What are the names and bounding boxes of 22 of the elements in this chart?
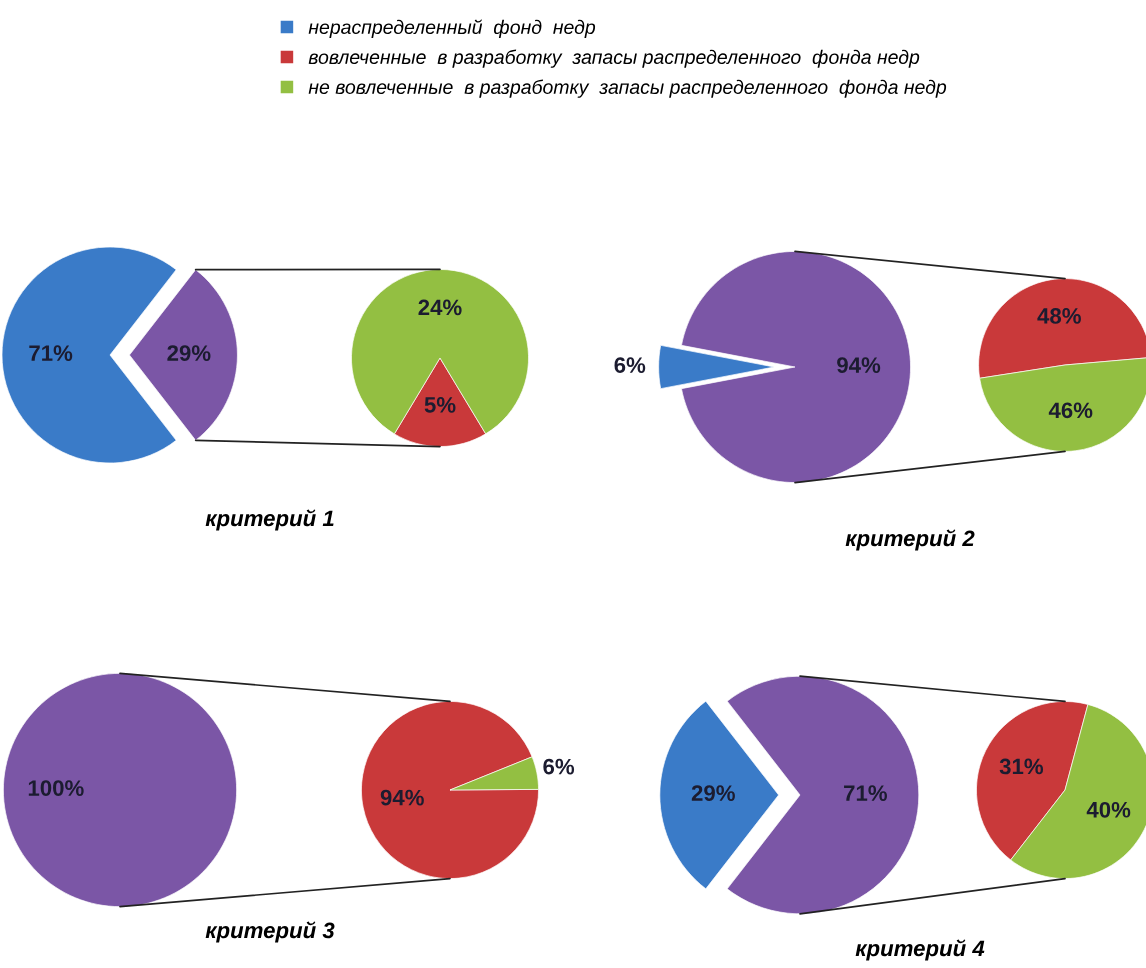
data-label: 24% — [418, 299, 462, 316]
data-label: 71% — [844, 785, 887, 801]
data-label: 48% — [1037, 308, 1081, 324]
data-label: 29% — [167, 345, 211, 361]
data-label: 6% — [614, 357, 646, 373]
legend-label: вовлеченные в разработку запасы распределенного фонда недр — [308, 49, 920, 68]
data-label: 94% — [380, 789, 424, 806]
text: критерий 4 — [855, 939, 985, 961]
text: критерий 1 — [205, 509, 334, 531]
data-label: 40% — [1086, 801, 1131, 818]
text: критерий 3 — [205, 921, 335, 943]
data-label: 31% — [999, 758, 1044, 775]
data-label: 6% — [543, 758, 575, 775]
data-label: 5% — [424, 396, 456, 413]
data-label: 29% — [691, 785, 735, 801]
legend-label: не вовлеченные в разработку запасы распределенного фонда недр — [308, 79, 947, 98]
legend-label: нераспределенный фонд недр — [308, 19, 596, 38]
data-label: 100% — [28, 780, 84, 796]
data-label: 71% — [29, 345, 73, 361]
data-label: 46% — [1048, 402, 1093, 419]
text: критерий 2 — [845, 529, 975, 551]
data-label: 94% — [837, 357, 881, 373]
